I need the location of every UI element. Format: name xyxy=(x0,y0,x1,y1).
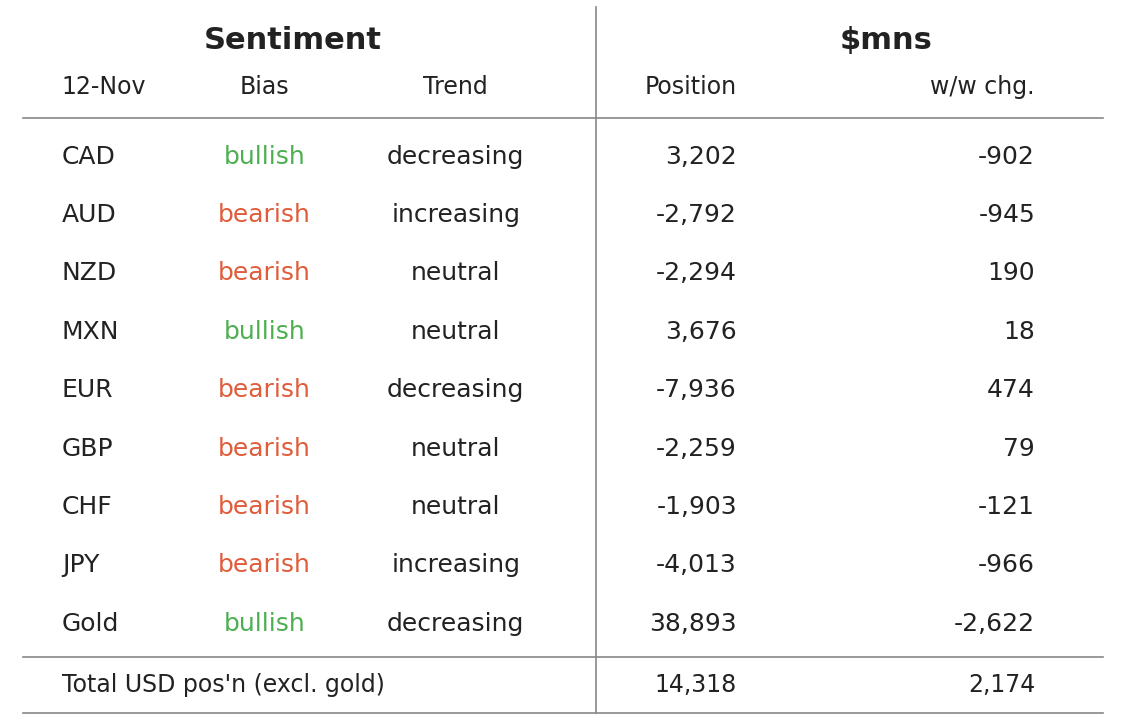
Text: increasing: increasing xyxy=(392,553,520,577)
Text: -2,792: -2,792 xyxy=(656,203,737,227)
Text: bullish: bullish xyxy=(224,320,305,344)
Text: bearish: bearish xyxy=(218,437,310,461)
Text: -4,013: -4,013 xyxy=(656,553,737,577)
Text: EUR: EUR xyxy=(62,379,114,402)
Text: 474: 474 xyxy=(987,379,1035,402)
Text: 38,893: 38,893 xyxy=(649,612,737,636)
Text: -2,259: -2,259 xyxy=(656,437,737,461)
Text: bullish: bullish xyxy=(224,612,305,636)
Text: Position: Position xyxy=(645,76,737,99)
Text: Bias: Bias xyxy=(240,76,289,99)
Text: GBP: GBP xyxy=(62,437,114,461)
Text: -902: -902 xyxy=(978,145,1035,169)
Text: decreasing: decreasing xyxy=(387,379,524,402)
Text: 3,676: 3,676 xyxy=(665,320,737,344)
Text: -121: -121 xyxy=(978,495,1035,519)
Text: neutral: neutral xyxy=(411,437,501,461)
Text: -2,294: -2,294 xyxy=(656,261,737,285)
Text: -966: -966 xyxy=(978,553,1035,577)
Text: neutral: neutral xyxy=(411,320,501,344)
Text: bearish: bearish xyxy=(218,495,310,519)
Text: -945: -945 xyxy=(979,203,1035,227)
Text: bearish: bearish xyxy=(218,203,310,227)
Text: -7,936: -7,936 xyxy=(656,379,737,402)
Text: 3,202: 3,202 xyxy=(665,145,737,169)
Text: $mns: $mns xyxy=(839,25,933,55)
Text: bullish: bullish xyxy=(224,145,305,169)
Text: Gold: Gold xyxy=(62,612,119,636)
Text: Sentiment: Sentiment xyxy=(204,25,381,55)
Text: NZD: NZD xyxy=(62,261,117,285)
Text: bearish: bearish xyxy=(218,261,310,285)
Text: -1,903: -1,903 xyxy=(656,495,737,519)
Text: 79: 79 xyxy=(1004,437,1035,461)
Text: 12-Nov: 12-Nov xyxy=(62,76,146,99)
Text: w/w chg.: w/w chg. xyxy=(930,76,1035,99)
Text: 14,318: 14,318 xyxy=(655,673,737,697)
Text: neutral: neutral xyxy=(411,261,501,285)
Text: JPY: JPY xyxy=(62,553,99,577)
Text: 190: 190 xyxy=(988,261,1035,285)
Text: decreasing: decreasing xyxy=(387,612,524,636)
Text: 18: 18 xyxy=(1004,320,1035,344)
Text: Trend: Trend xyxy=(423,76,488,99)
Text: bearish: bearish xyxy=(218,379,310,402)
Text: AUD: AUD xyxy=(62,203,117,227)
Text: CAD: CAD xyxy=(62,145,116,169)
Text: CHF: CHF xyxy=(62,495,112,519)
Text: decreasing: decreasing xyxy=(387,145,524,169)
Text: 2,174: 2,174 xyxy=(968,673,1035,697)
Text: -2,622: -2,622 xyxy=(954,612,1035,636)
Text: neutral: neutral xyxy=(411,495,501,519)
Text: increasing: increasing xyxy=(392,203,520,227)
Text: Total USD pos'n (excl. gold): Total USD pos'n (excl. gold) xyxy=(62,673,385,697)
Text: MXN: MXN xyxy=(62,320,119,344)
Text: bearish: bearish xyxy=(218,553,310,577)
